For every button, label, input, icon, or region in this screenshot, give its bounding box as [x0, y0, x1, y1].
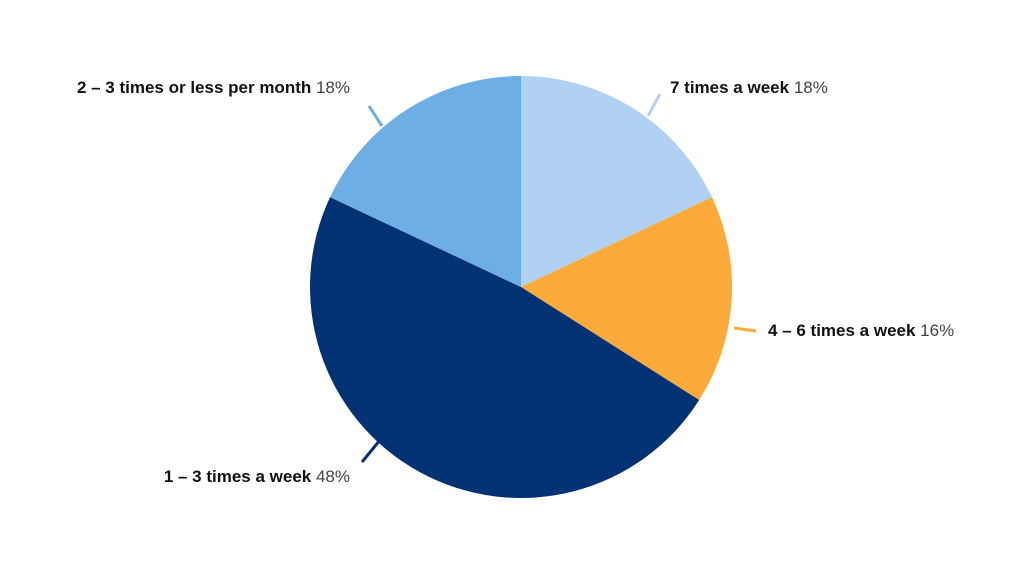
slice-category-4: 2 – 3 times or less per month	[77, 78, 316, 97]
leader-line-3	[360, 439, 382, 463]
slice-percent-2: 16%	[920, 321, 954, 340]
slice-labels: 7 times a week 18% 4 – 6 times a week 16%…	[77, 78, 954, 486]
pie-slice-4	[330, 76, 521, 287]
pie-slice-2	[521, 197, 732, 401]
slice-percent-3: 48%	[316, 467, 350, 486]
slice-percent-1: 18%	[794, 78, 828, 97]
slice-category-3: 1 – 3 times a week	[164, 467, 316, 486]
slice-label-2: 4 – 6 times a week 16%	[768, 321, 954, 340]
leader-line-2	[733, 326, 757, 333]
slice-percent-4: 18%	[316, 78, 350, 97]
slice-label-4: 2 – 3 times or less per month 18%	[77, 78, 350, 97]
pie-slice-3	[310, 197, 700, 498]
leader-line-4	[367, 105, 384, 127]
slice-category-2: 4 – 6 times a week	[768, 321, 920, 340]
slice-category-1: 7 times a week	[670, 78, 794, 97]
slice-label-3: 1 – 3 times a week 48%	[164, 467, 350, 486]
slice-label-1: 7 times a week 18%	[670, 78, 828, 97]
leader-lines	[360, 93, 757, 463]
leader-line-1	[646, 93, 662, 117]
pie-slice-1	[521, 76, 712, 287]
pie-slices	[310, 76, 732, 498]
